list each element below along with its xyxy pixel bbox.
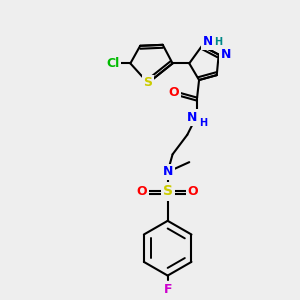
Text: N: N — [203, 35, 213, 48]
Text: N: N — [163, 165, 173, 178]
Text: F: F — [164, 283, 172, 296]
Text: O: O — [137, 185, 148, 198]
Text: Cl: Cl — [106, 57, 119, 70]
Text: N: N — [187, 111, 197, 124]
Text: H: H — [214, 37, 222, 47]
Text: S: S — [163, 184, 173, 199]
Text: O: O — [168, 86, 179, 99]
Text: N: N — [221, 48, 232, 61]
Text: O: O — [188, 185, 199, 198]
Text: S: S — [143, 76, 152, 89]
Text: H: H — [199, 118, 207, 128]
